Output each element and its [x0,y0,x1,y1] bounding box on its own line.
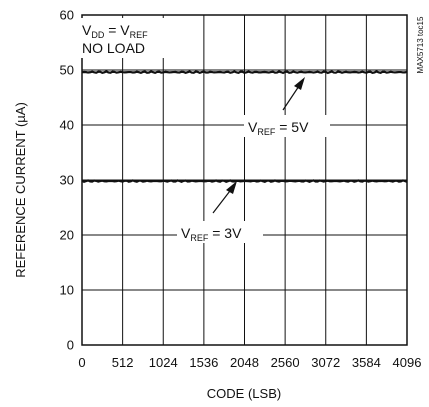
series-line-1 [81,179,408,183]
y-tick-label: 0 [67,338,74,353]
y-axis-label: REFERENCE CURRENT (µA) [13,102,28,278]
x-tick-label: 3072 [311,355,340,370]
x-tick-label: 512 [112,355,134,370]
series-layer [81,70,408,183]
series-5v-arrowhead [294,77,305,90]
condition-line-2: NO LOAD [82,40,145,56]
y-tick-label: 40 [60,118,74,133]
x-tick-label: 0 [78,355,85,370]
x-tick-label: 2560 [271,355,300,370]
y-tick-label: 50 [60,63,74,78]
series-3v-arrowhead [226,181,237,194]
x-axis-label: CODE (LSB) [207,386,281,401]
series-3v-label: VREF = 3V [181,225,242,243]
chart-id: MAX5713 toc15 [416,16,425,73]
x-tick-label: 4096 [393,355,422,370]
y-tick-labels: 0 10 20 30 40 50 60 [60,8,74,353]
y-tick-label: 20 [60,228,74,243]
x-tick-label: 3584 [352,355,381,370]
x-tick-label: 2048 [230,355,259,370]
x-tick-label: 1536 [189,355,218,370]
condition-box [78,18,178,58]
series-line-0 [81,70,408,75]
y-tick-label: 60 [60,8,74,23]
y-tick-label: 10 [60,283,74,298]
plot-frame [81,14,408,346]
y-tick-label: 30 [60,173,74,188]
condition-line-1: VDD = VREF [82,22,148,40]
series-3v-label-bg [177,221,263,243]
x-tick-labels: 0 512 1024 1536 2048 2560 3072 3584 4096 [78,355,421,370]
x-tick-label: 1024 [149,355,178,370]
series-5v-label-bg [244,115,330,137]
series-5v-label: VREF = 5V [248,119,309,137]
